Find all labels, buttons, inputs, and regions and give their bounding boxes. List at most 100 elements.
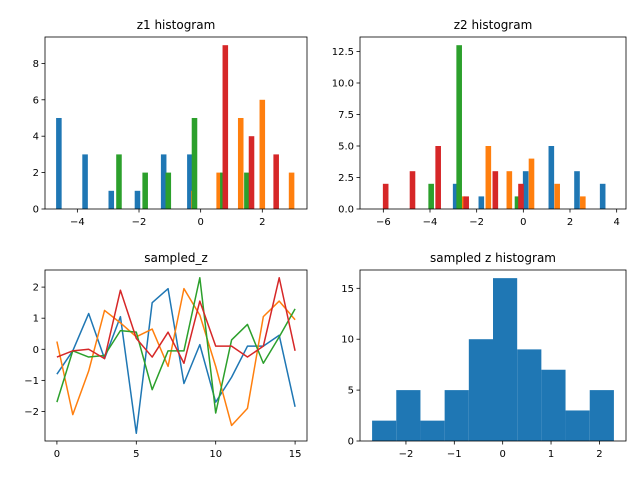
bar-series-3-6	[248, 136, 255, 209]
x-tick-label: −4	[70, 217, 85, 228]
bar-series-3-0	[382, 183, 389, 209]
bar-series-1-1	[485, 146, 492, 209]
axes-frame	[44, 269, 308, 442]
y-tick-label: −2	[24, 407, 39, 418]
bar-series-2-1	[116, 154, 122, 209]
y-tick-label: 0.0	[338, 205, 354, 216]
axes-frame	[44, 36, 308, 210]
y-tick-label: 2	[33, 168, 39, 179]
bar-series-2-1	[456, 45, 462, 209]
subplot-title: sampled z histogram	[430, 251, 556, 265]
sampled-hist-axes: −2 −1 0 1 2 0 5 10 15	[341, 269, 627, 460]
sampled-hist-bars	[372, 278, 614, 441]
bar-series-3-7	[273, 154, 279, 209]
bar-series-0-5	[574, 171, 580, 209]
y-tick-label: 10.0	[332, 78, 354, 89]
y-tick-label: 0	[33, 205, 39, 216]
bar-series-0-6	[599, 183, 606, 209]
bar-series-1-5	[580, 196, 586, 209]
z2-bars	[382, 45, 606, 209]
y-tick-label: 5.0	[338, 141, 354, 152]
hist-bar-5	[493, 278, 518, 441]
x-tick-label: −2	[469, 217, 484, 228]
x-tick-label: 2	[567, 217, 573, 228]
hist-bar-3	[444, 390, 469, 441]
y-tick-label: 15	[341, 284, 354, 295]
y-tick-label: 0	[348, 437, 354, 448]
sampled-z-axes: 0 5 10 15 −2 −1 0 1 2	[24, 269, 308, 460]
y-tick-label: 7.5	[338, 110, 354, 121]
hist-bar-4	[468, 339, 493, 441]
subplot-z2-histogram: z2 histogram −6 −4 −2 0 2 4 0.0 2.5 5.0 7.5 10.0 12…	[332, 18, 627, 228]
y-tick-label: −1	[24, 376, 39, 387]
line-series-1	[56, 287, 296, 427]
x-tick-label: −6	[376, 217, 391, 228]
subplot-sampled-z-histogram: sampled z histogram −2 −1 0 1 2 0 5 10 15	[341, 251, 627, 460]
z1-bars	[56, 45, 295, 209]
bar-series-0-3	[134, 190, 141, 209]
x-tick-label: −2	[399, 449, 414, 460]
bar-series-0-4	[160, 154, 167, 209]
bar-series-0-1	[478, 196, 485, 209]
line-series-2	[56, 277, 296, 414]
bar-series-1-8	[259, 99, 266, 209]
y-tick-label: 8	[33, 59, 39, 70]
hist-bar-7	[541, 369, 566, 441]
bar-series-1-9	[288, 172, 295, 209]
z1-axes: −4 −2 0 2 0 2 4 6 8	[33, 36, 308, 228]
bar-series-1-2	[506, 171, 513, 209]
hist-bar-9	[589, 390, 614, 441]
bar-series-0-5	[187, 154, 193, 209]
y-tick-label: 10	[341, 335, 354, 346]
sampled-z-lines	[56, 277, 296, 434]
x-tick-label: 0	[54, 449, 60, 460]
subplot-title: sampled_z	[144, 251, 208, 265]
z2-axes: −6 −4 −2 0 2 4 0.0 2.5 5.0 7.5 10.0 12.5	[332, 36, 627, 228]
bar-series-1-6	[216, 172, 222, 209]
bar-series-2-0	[428, 183, 434, 209]
bar-series-2-3	[165, 172, 172, 209]
bar-series-1-4	[554, 183, 560, 209]
x-tick-label: 0	[499, 449, 505, 460]
hist-bar-8	[565, 410, 590, 441]
subplot-title: z2 histogram	[454, 18, 533, 32]
line-series-3	[56, 277, 296, 365]
bar-series-1-7	[237, 117, 244, 209]
x-tick-label: 2	[596, 449, 602, 460]
x-tick-label: 2	[259, 217, 265, 228]
x-tick-label: 0	[197, 217, 203, 228]
y-tick-label: 2	[33, 283, 39, 294]
bar-series-0-0	[56, 117, 62, 209]
bar-series-2-6	[244, 172, 250, 209]
bar-series-3-5	[518, 183, 524, 209]
bar-series-0-2	[108, 190, 115, 209]
x-tick-label: −4	[423, 217, 438, 228]
y-tick-label: 5	[348, 386, 354, 397]
y-tick-label: 6	[33, 95, 39, 106]
subplot-z1-histogram: z1 histogram −4 −2 0 2 0 2 4 6 8	[33, 18, 308, 228]
x-tick-label: 0	[520, 217, 526, 228]
y-tick-label: 0	[33, 345, 39, 356]
bar-series-3-2	[435, 146, 441, 209]
hist-bar-1	[396, 390, 421, 441]
bar-series-3-5	[222, 45, 229, 209]
x-tick-label: 15	[289, 449, 302, 460]
bar-series-0-3	[522, 171, 529, 209]
bar-series-2-2	[514, 196, 521, 209]
subplot-sampled-z: sampled_z 0 5 10 15 −2 −1 0 1 2	[24, 251, 308, 460]
bar-series-0-0	[452, 183, 459, 209]
x-tick-label: −1	[447, 449, 462, 460]
y-tick-label: 12.5	[332, 47, 354, 58]
y-tick-label: 2.5	[338, 173, 354, 184]
bar-series-2-2	[142, 172, 148, 209]
y-tick-label: 1	[33, 314, 39, 325]
bar-series-1-3	[528, 158, 535, 209]
x-tick-label: 1	[548, 449, 554, 460]
subplot-title: z1 histogram	[137, 18, 216, 32]
line-series-0	[56, 287, 296, 434]
bar-series-0-1	[82, 154, 88, 209]
x-tick-label: 5	[133, 449, 139, 460]
hist-bar-6	[517, 349, 542, 441]
hist-bar-2	[420, 420, 445, 441]
